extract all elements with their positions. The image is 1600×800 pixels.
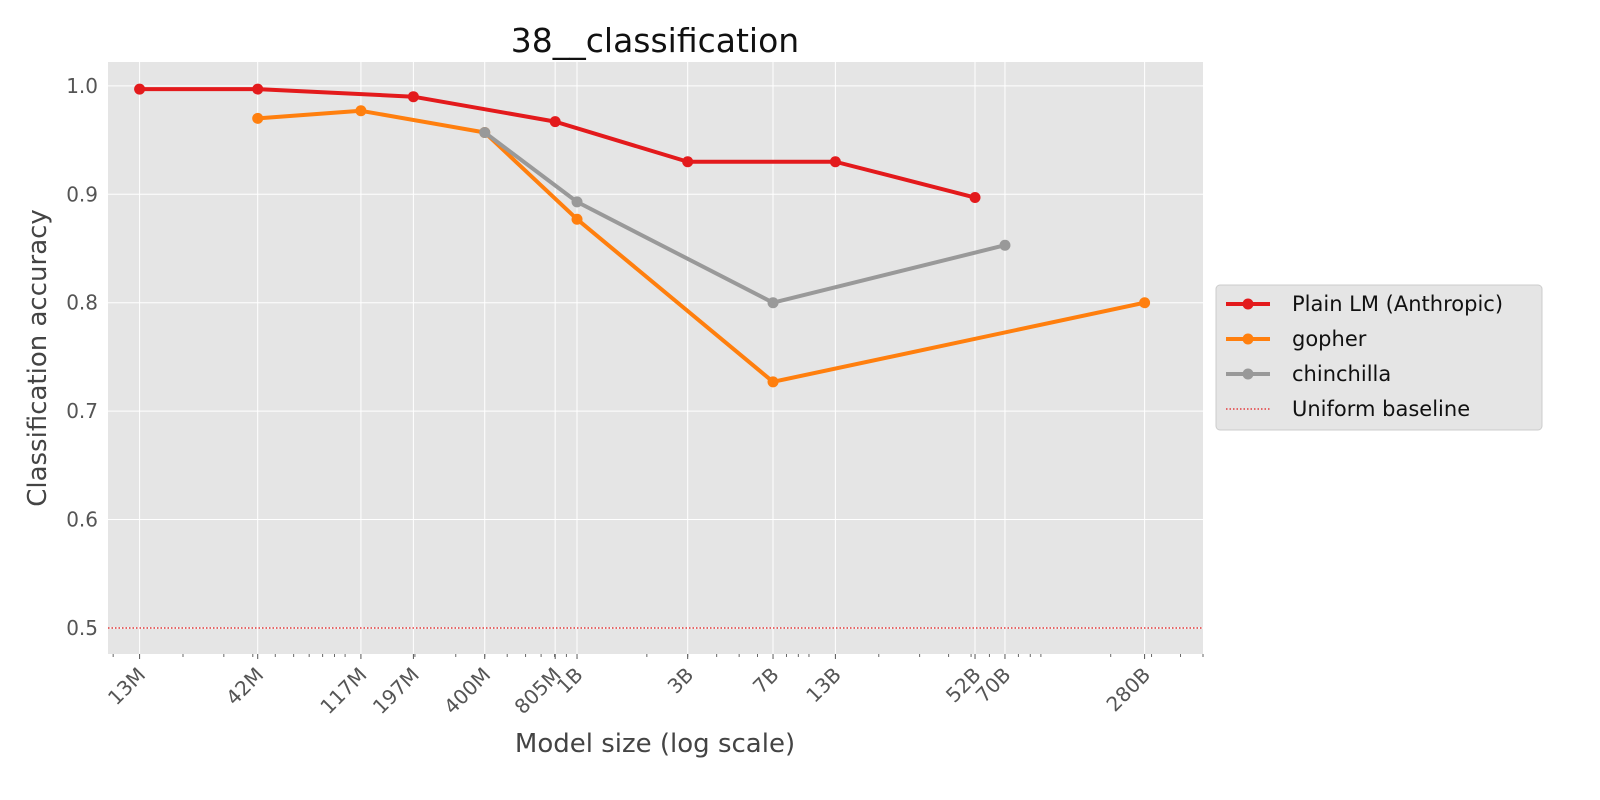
x-tick-label: 13B — [801, 663, 846, 708]
y-tick-label: 0.5 — [66, 616, 98, 640]
legend-label: Uniform baseline — [1292, 397, 1470, 421]
x-tick-label: 400M — [439, 663, 495, 719]
data-point — [252, 83, 264, 95]
grid — [108, 62, 1203, 654]
data-point — [134, 83, 146, 95]
x-tick-label: 1B — [552, 663, 588, 699]
x-tick-label: 7B — [748, 663, 784, 699]
x-tick-label: 42M — [221, 663, 268, 710]
legend-label: gopher — [1292, 327, 1367, 351]
x-tick-label: 70B — [971, 663, 1016, 708]
data-point — [571, 196, 583, 208]
data-point — [355, 105, 367, 117]
y-tick-label: 1.0 — [66, 74, 98, 98]
y-ticks: 0.5 0.6 0.7 0.8 0.9 1.0 — [66, 74, 98, 640]
x-tick-label: 197M — [368, 663, 424, 719]
x-axis-title: Model size (log scale) — [515, 729, 795, 759]
x-tick-label: 13M — [103, 663, 150, 710]
legend: Plain LM (Anthropic) gopher chinchilla Unif… — [1215, 284, 1543, 431]
legend-label: chinchilla — [1292, 362, 1391, 386]
series-line — [482, 130, 1007, 305]
x-tick-label: 3B — [663, 663, 699, 699]
legend-box — [1215, 284, 1543, 431]
data-point — [1139, 297, 1151, 309]
legend-entry: chinchilla — [1226, 362, 1391, 386]
data-point — [767, 376, 779, 388]
legend-entry: Plain LM (Anthropic) — [1226, 292, 1503, 316]
data-point — [252, 112, 264, 124]
series-2 — [479, 126, 1011, 309]
series-0 — [134, 83, 981, 204]
data-point — [767, 297, 779, 309]
legend-label: Plain LM (Anthropic) — [1292, 292, 1503, 316]
series-line — [255, 108, 1147, 384]
y-tick-label: 0.7 — [66, 399, 98, 423]
data-point — [571, 213, 583, 225]
x-tick-label: 117M — [315, 663, 371, 719]
data-point — [479, 126, 491, 138]
legend-entry: Uniform baseline — [1226, 397, 1470, 421]
legend-marker — [1242, 368, 1254, 380]
data-point — [682, 156, 694, 168]
data-point — [969, 192, 981, 204]
x-tick-label: 280B — [1101, 663, 1155, 717]
chart-title: 38__classification — [511, 21, 799, 60]
series-layer — [134, 83, 1151, 388]
data-point — [549, 116, 561, 128]
y-tick-label: 0.8 — [66, 291, 98, 315]
legend-marker — [1242, 298, 1254, 310]
data-point — [999, 239, 1011, 251]
legend-marker — [1242, 333, 1254, 345]
legend-entry: gopher — [1226, 327, 1367, 351]
y-axis-title: Classification accuracy — [23, 209, 53, 507]
x-tick-label: 805M — [510, 663, 566, 719]
plot-area — [108, 62, 1203, 654]
y-tick-label: 0.6 — [66, 508, 98, 532]
data-point — [407, 91, 419, 103]
data-point — [829, 156, 841, 168]
y-tick-label: 0.9 — [66, 182, 98, 206]
